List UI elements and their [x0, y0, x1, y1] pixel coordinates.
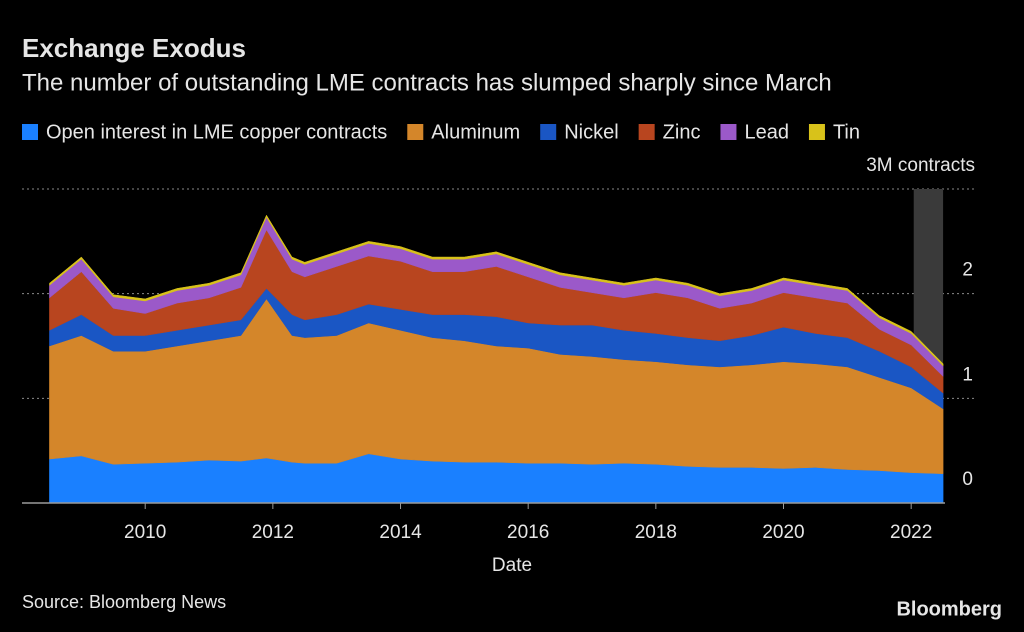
y-tick-label: 1	[962, 364, 973, 385]
legend-swatch	[22, 124, 38, 140]
chart-title: Exchange Exodus	[22, 33, 246, 63]
x-tick-label: 2014	[379, 522, 422, 543]
area	[49, 214, 944, 367]
legend: Open interest in LME copper contracts Alu…	[22, 121, 860, 143]
y-tick-label: 3M contracts	[866, 155, 975, 176]
x-axis-label: Date	[492, 555, 532, 576]
legend-swatch	[720, 124, 737, 140]
legend-label: Zinc	[663, 121, 701, 143]
legend-swatch	[638, 124, 655, 140]
chart-subtitle: The number of outstanding LME contracts …	[22, 69, 832, 96]
source: Source: Bloomberg News	[22, 592, 226, 612]
y-tick-label: 2	[962, 260, 973, 281]
legend-label: Lead	[744, 121, 789, 143]
x-tick-label: 2010	[124, 522, 166, 543]
legend-label: Open interest in LME copper contracts	[46, 121, 387, 143]
brand-logo: Bloomberg	[896, 598, 1002, 620]
legend-label: Tin	[833, 121, 860, 143]
plot-area: 0 1 2 3M contracts 2010 2012 2014 2016 2018 2020 2…	[22, 155, 975, 543]
x-tick-label: 2012	[252, 522, 294, 543]
x-tick-label: 2020	[762, 522, 804, 543]
y-tick-label: 0	[962, 469, 973, 490]
legend-label: Aluminum	[431, 121, 520, 143]
legend-swatch	[540, 124, 557, 140]
legend-label: Nickel	[564, 121, 618, 143]
legend-swatch	[808, 124, 825, 140]
x-tick-label: 2016	[507, 522, 549, 543]
x-tick-label: 2022	[890, 522, 932, 543]
legend-swatch	[407, 124, 424, 140]
x-tick-label: 2018	[635, 522, 677, 543]
